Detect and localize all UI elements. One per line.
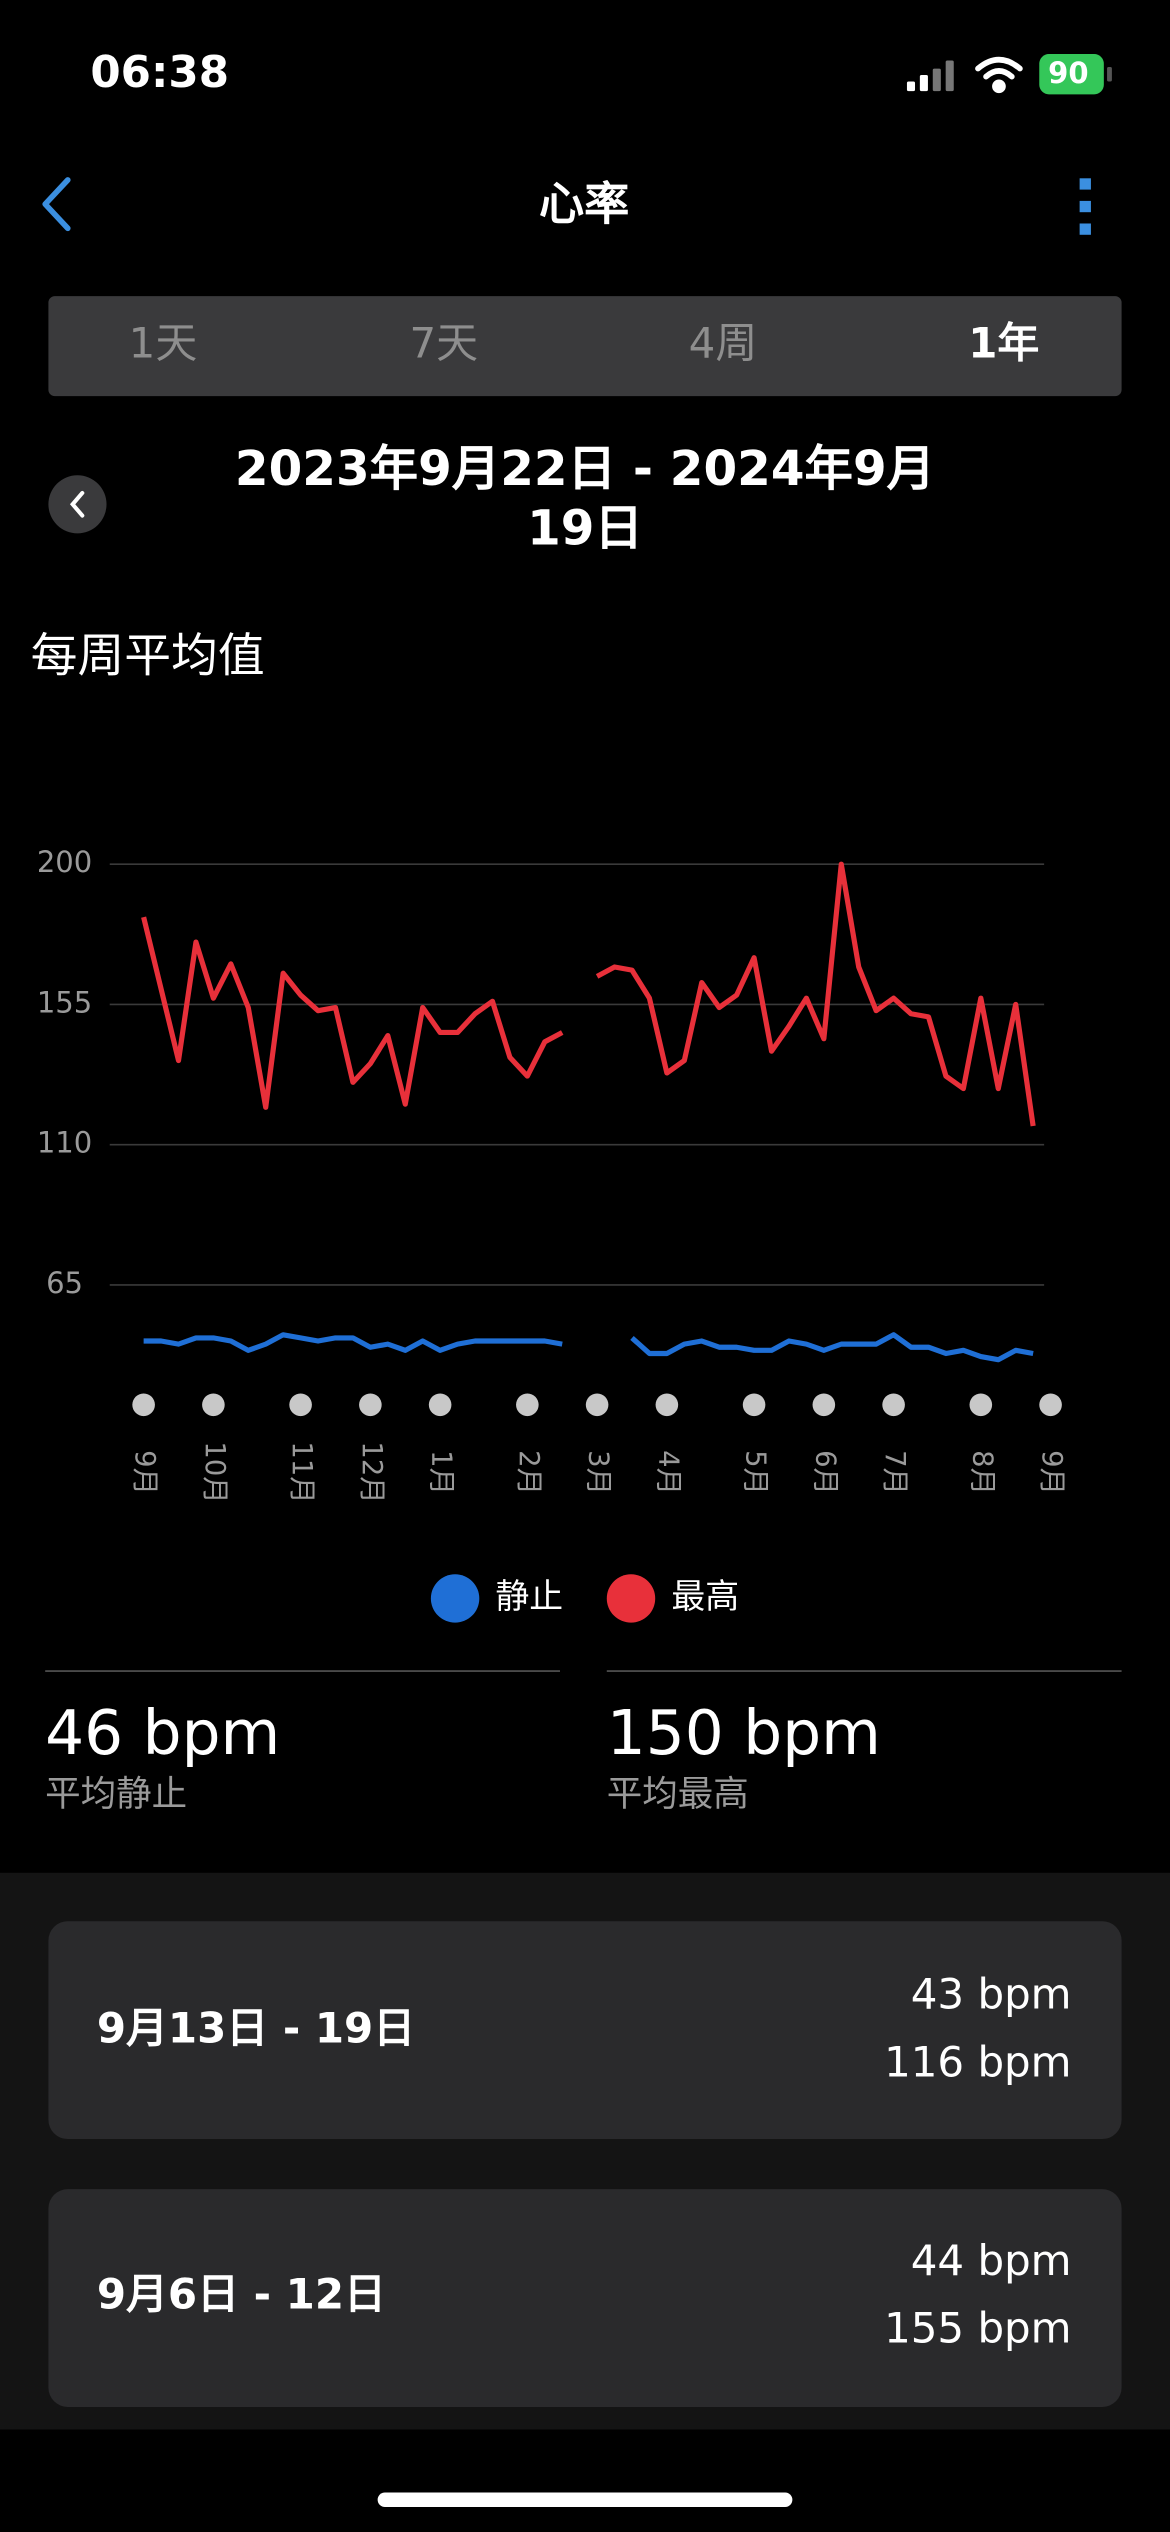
tab[interactable]: 7天 [409,319,478,368]
x-tick-label: 3月 [583,1450,614,1495]
x-tick-label: 9月 [1036,1450,1067,1495]
tab[interactable]: 1天 [129,319,198,368]
x-tick-label: 10月 [199,1441,230,1503]
x-tick-dot [428,1393,452,1417]
status-time: 06:38 [90,48,229,98]
home-indicator [377,2492,793,2508]
x-tick-dot [742,1393,766,1417]
stat-label: 平均最高 [607,1773,749,1814]
page-title: 心率 [539,177,629,230]
week-card[interactable] [48,1921,1122,2140]
x-tick-dot [516,1393,539,1417]
week-max: 116 bpm [884,2037,1071,2086]
x-tick-dot [132,1393,155,1417]
x-tick-label: 9月 [129,1450,160,1495]
chart: 65 110 155 200 9月 10月 11月 12月 1月 2月 3月 4月 5月 6月 7月 8月 9月… [37,845,1067,1623]
x-tick-dot [655,1393,679,1417]
x-tick-label: 1月 [426,1450,457,1495]
x-tick-label: 2月 [513,1450,544,1495]
legend-swatch [430,1574,480,1623]
stat-value: 150 bpm [607,1698,881,1769]
x-tick-label: 6月 [809,1450,840,1495]
battery-level: 90 [1048,56,1088,90]
y-tick-label: 65 [46,1266,83,1300]
back-button[interactable] [42,177,71,232]
week-resting: 43 bpm [911,1970,1072,2019]
tab[interactable]: 4周 [689,319,758,368]
tab-bar [48,296,1122,397]
legend-label: 最高 [671,1577,739,1616]
x-tick-label: 5月 [740,1450,771,1495]
x-tick-dot [812,1393,836,1417]
x-tick-dot [289,1393,312,1417]
date-range: 2023年9月22日 - 2024年9月19日 [234,441,936,558]
y-tick-label: 155 [37,985,92,1019]
tab-selected[interactable]: 1年 [968,319,1039,368]
stat-value: 46 bpm [45,1698,280,1769]
legend-label: 静止 [495,1577,563,1616]
prev-button[interactable] [48,475,107,534]
wifi-icon [975,56,1023,94]
x-tick-label: 12月 [356,1441,387,1503]
x-tick-label: 8月 [966,1450,997,1495]
battery-tip [1107,66,1112,82]
x-tick-label: 11月 [286,1441,317,1503]
prev-icon [69,490,85,518]
section-title: 每周平均值 [31,630,265,684]
x-tick-label: 4月 [652,1450,683,1495]
series-line [141,861,1036,1127]
x-tick-dot [585,1393,609,1417]
x-tick-dot [882,1393,905,1417]
x-tick-dot [1039,1393,1062,1417]
week-resting: 44 bpm [911,2236,1072,2285]
x-tick-dot [202,1393,225,1417]
battery [1039,54,1104,95]
x-tick-dot [969,1393,993,1417]
week-max: 155 bpm [884,2304,1071,2353]
week-card[interactable] [48,2189,1122,2407]
legend-swatch [606,1574,656,1623]
x-tick-label: 7月 [879,1450,910,1495]
week-range: 9月13日 - 19日 [97,2003,415,2052]
y-tick-label: 110 [37,1126,92,1160]
stat-label: 平均静止 [45,1773,187,1814]
week-range: 9月6日 - 12日 [97,2270,386,2319]
date-range-box: 2023年9月22日 - 2024年9月19日 [234,441,936,558]
series-line [143,1332,1034,1363]
signal-icon [906,60,954,92]
x-tick-dot [359,1393,382,1417]
menu-button[interactable] [1079,178,1091,235]
y-tick-label: 200 [37,845,92,879]
